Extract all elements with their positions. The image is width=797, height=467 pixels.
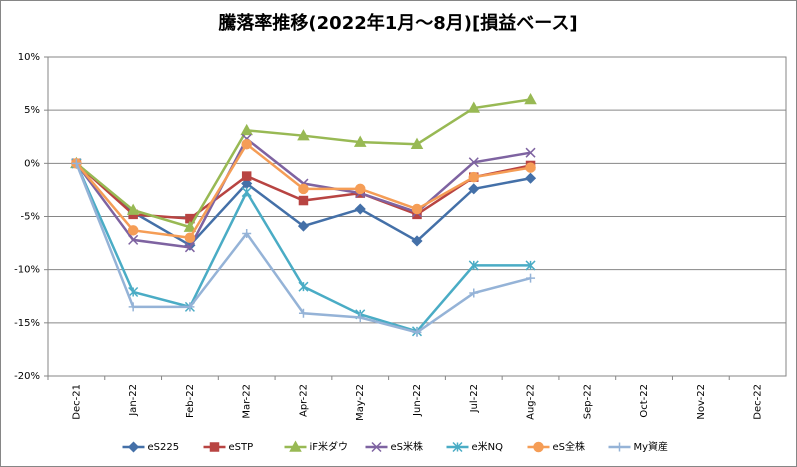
data-point: [127, 225, 139, 236]
data-point: [297, 220, 310, 232]
data-point: [411, 235, 423, 247]
x-tick-label: Oct-22: [639, 384, 650, 418]
y-tick-label: 5%: [24, 105, 40, 116]
data-point: [525, 260, 536, 271]
x-tick-label: Jan-22: [128, 384, 139, 417]
x-tick-label: Dec-22: [753, 384, 764, 420]
data-point: [128, 286, 139, 298]
data-point: [467, 101, 481, 113]
legend-label: iF米ダウ: [310, 440, 349, 453]
data-point: [298, 308, 308, 318]
legend-marker: [452, 441, 463, 453]
y-tick-label: -5%: [21, 212, 40, 223]
data-point: [524, 172, 537, 184]
data-point: [241, 138, 252, 150]
data-point: [126, 203, 140, 215]
data-point: [526, 273, 536, 283]
y-tick-label: 0%: [24, 158, 40, 169]
legend-marker: [533, 441, 544, 453]
data-point: [184, 242, 195, 253]
data-point: [128, 234, 139, 245]
data-point: [468, 183, 480, 195]
data-point: [241, 187, 252, 198]
data-point: [354, 183, 366, 195]
data-point: [525, 162, 536, 173]
data-point: [468, 260, 479, 271]
legend-marker: [209, 442, 220, 452]
legend-label: eS米株: [391, 440, 424, 453]
x-tick-label: May-22: [355, 384, 366, 421]
legend-label: eS全株: [553, 440, 586, 453]
legend-label: e米NQ: [472, 440, 504, 453]
data-point: [411, 203, 423, 215]
x-tick-label: Nov-22: [696, 384, 707, 420]
legend-marker: [289, 440, 302, 452]
legend-marker: [127, 441, 140, 453]
chart-title: 騰落率推移(2022年1月～8月)[損益ベース]: [218, 12, 577, 34]
data-point: [354, 203, 366, 215]
data-point: [355, 313, 365, 323]
data-point: [185, 302, 195, 312]
x-tick-label: Jul-22: [469, 384, 480, 413]
data-point: [298, 183, 309, 195]
data-point: [128, 302, 138, 312]
data-point: [241, 171, 252, 181]
data-point: [184, 232, 196, 244]
x-tick-label: Sep-22: [582, 384, 593, 419]
data-point: [524, 92, 537, 105]
legend-marker: [615, 442, 624, 452]
legend-marker: [371, 441, 382, 453]
legend-label: My資産: [634, 440, 669, 453]
data-point: [240, 123, 253, 136]
data-point: [183, 220, 197, 232]
data-point: [297, 129, 310, 141]
data-point: [71, 158, 81, 168]
legend-label: eS225: [148, 442, 180, 453]
x-tick-label: Aug-22: [526, 384, 537, 420]
data-point: [468, 157, 479, 168]
x-tick-label: Apr-22: [298, 384, 309, 417]
x-tick-label: Dec-21: [71, 384, 82, 420]
legend-label: eSTP: [229, 442, 254, 453]
data-point: [469, 288, 479, 298]
data-point: [353, 135, 367, 147]
x-tick-label: Mar-22: [242, 384, 253, 419]
data-point: [298, 195, 309, 206]
data-point: [410, 137, 424, 149]
y-tick-label: -20%: [14, 371, 40, 382]
data-point: [298, 281, 309, 292]
data-point: [525, 147, 536, 158]
y-tick-label: -10%: [14, 265, 40, 276]
data-point: [468, 171, 480, 183]
x-tick-label: Jun-22: [412, 384, 423, 417]
y-tick-label: 10%: [18, 52, 40, 63]
data-point: [412, 327, 422, 337]
x-tick-label: Feb-22: [185, 384, 196, 418]
data-point: [242, 229, 252, 239]
y-tick-label: -15%: [14, 318, 40, 329]
